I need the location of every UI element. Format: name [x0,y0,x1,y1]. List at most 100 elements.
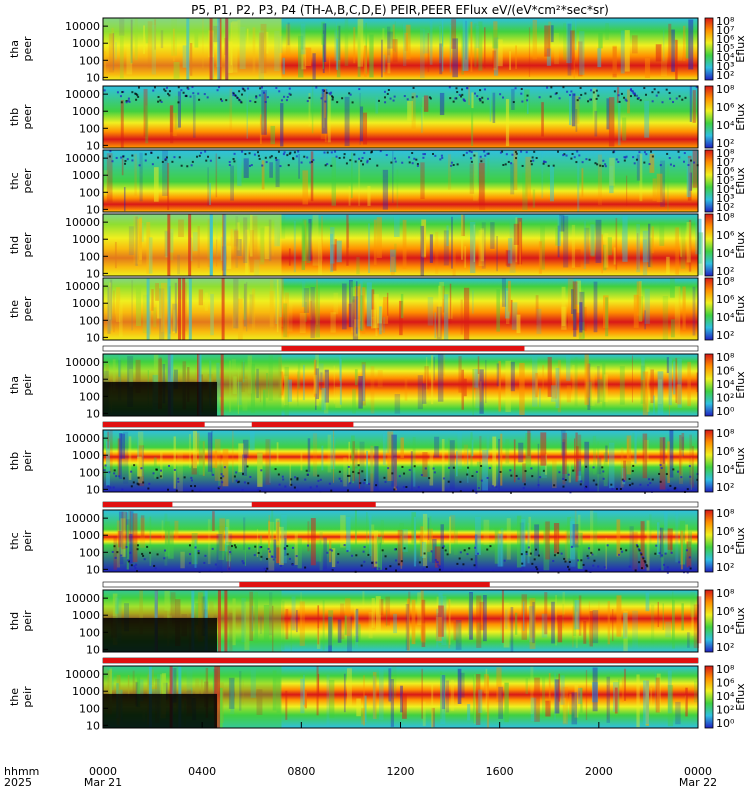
flux-streak [692,446,694,488]
colorbar-tick-label: 10² [716,201,734,214]
noise-speckle [266,567,269,570]
noise-speckle [263,91,266,94]
noise-speckle [466,553,469,556]
flux-streak [640,521,645,570]
noise-speckle [286,154,289,157]
flux-streak [165,231,169,258]
flux-streak [476,461,482,491]
noise-speckle [668,157,671,160]
flux-streak [455,619,462,650]
flux-streak [657,601,659,628]
flux-streak [198,440,205,475]
flux-streak [392,151,394,203]
flux-streak [268,515,270,539]
noise-speckle [108,155,111,158]
noise-speckle [424,467,427,470]
flux-streak [566,355,571,381]
panel-species-label: peir [21,530,34,552]
flux-streak [550,25,554,43]
flux-streak [655,677,660,713]
noise-speckle [440,154,443,157]
flux-streak [256,368,259,399]
flux-streak [529,597,536,649]
flux-streak [453,621,457,641]
noise-speckle [370,151,373,154]
flux-streak [287,379,292,402]
noise-speckle [258,490,261,493]
flux-streak [308,218,312,261]
flux-streak [438,605,444,637]
noise-speckle [367,553,370,556]
noise-speckle [521,562,524,565]
noise-speckle [373,568,376,571]
flux-streak [616,519,621,557]
flux-streak [153,457,157,479]
flux-streak [120,100,124,148]
flux-streak [242,439,249,458]
flux-streak [667,670,672,714]
noise-speckle [142,481,145,484]
noise-speckle [200,151,203,154]
colorbar-tick-label: 10² [716,704,734,717]
noise-speckle [366,161,369,164]
colorbar-tick-label: 10⁸ [716,147,735,160]
noise-speckle [617,160,620,163]
flux-streak [420,590,424,642]
noise-speckle [655,544,658,547]
flux-streak [278,357,282,398]
flux-streak [674,227,679,275]
noise-speckle [134,566,137,569]
flux-streak [337,619,342,643]
noise-speckle [323,151,326,154]
noise-speckle [660,467,663,470]
colorbar-label: Eflux [734,527,747,555]
flux-streak [471,439,474,457]
noise-speckle [624,156,627,159]
noise-speckle [590,89,593,92]
noise-speckle [249,475,252,478]
y-tick-label: 10000 [65,356,100,369]
noise-speckle [166,86,169,89]
noise-speckle [393,157,396,160]
flux-streak [388,668,392,702]
flux-streak [487,158,490,184]
colorbar-tick-label: 10⁸ [716,507,735,520]
flux-streak [371,536,378,569]
flux-streak [184,282,188,332]
flux-streak [648,223,651,268]
flux-streak [543,522,550,571]
flux-streak [164,513,168,566]
noise-speckle [547,164,550,167]
flux-streak [287,22,290,46]
flux-streak [153,307,157,328]
noise-speckle [232,92,235,95]
y-tick-label: 10 [86,407,100,420]
noise-speckle [310,160,313,163]
flux-streak [621,677,625,703]
noise-speckle [271,555,274,558]
flux-streak [581,168,584,198]
noise-speckle [385,154,388,157]
flux-streak [232,312,236,330]
x-tick-date-label: Mar 21 [84,776,122,789]
flux-streak [400,535,403,569]
x-tick-date-label: Mar 22 [679,776,717,789]
noise-speckle [562,477,565,480]
noise-speckle [595,89,598,92]
noise-speckle [392,99,395,102]
flux-streak [364,45,367,77]
flux-streak [682,25,686,61]
noise-speckle [157,100,160,103]
noise-speckle [243,481,246,484]
noise-speckle [461,88,464,91]
colorbar-tick-label: 10⁸ [716,427,735,440]
noise-speckle [218,86,221,89]
flux-streak [606,676,611,723]
noise-speckle [532,159,535,162]
noise-speckle [173,468,176,471]
noise-speckle [188,544,191,547]
noise-speckle [306,100,309,103]
flux-streak [361,708,365,725]
noise-speckle [204,150,207,153]
